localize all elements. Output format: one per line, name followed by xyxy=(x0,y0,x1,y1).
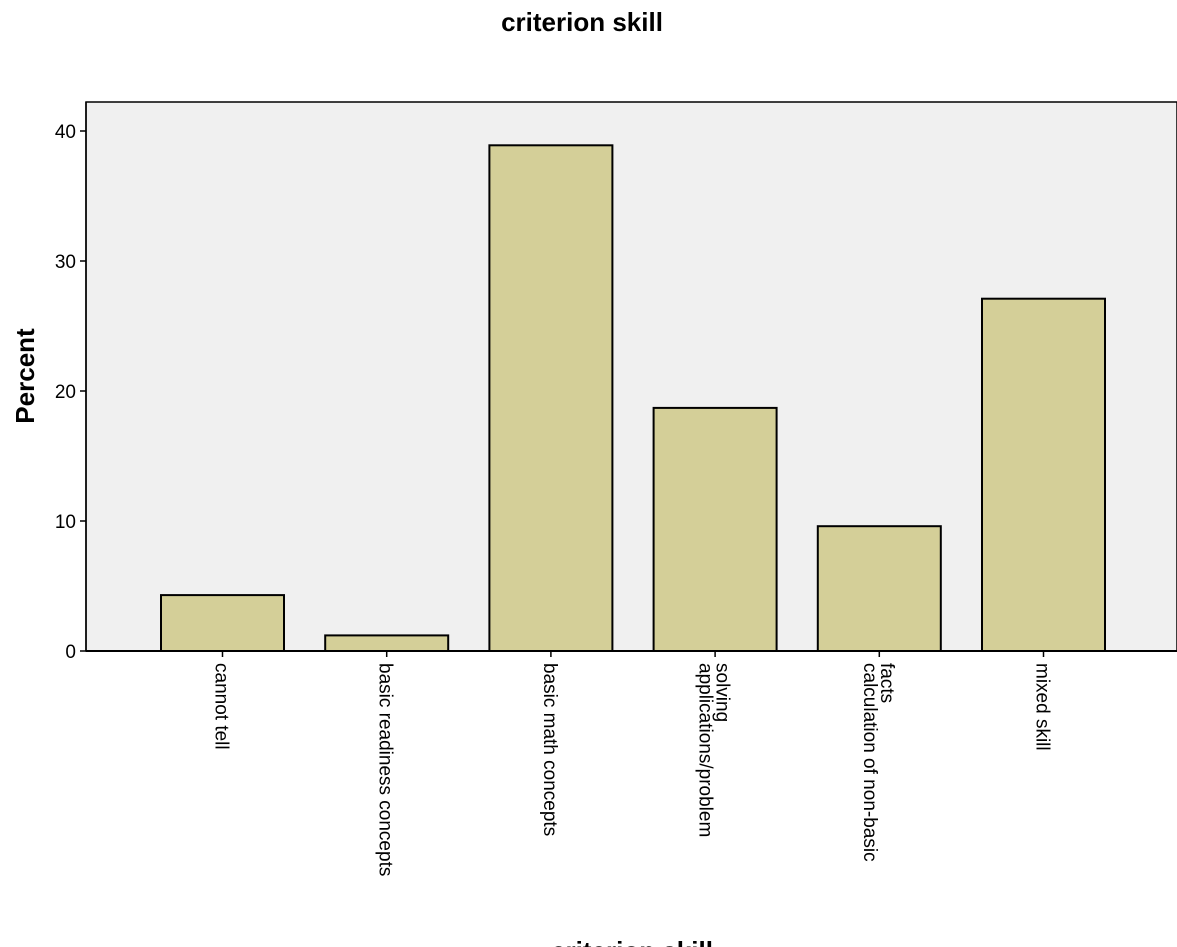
bar xyxy=(324,634,450,653)
x-tick-label-line: solving xyxy=(712,663,733,722)
x-tick-label: basic readiness concepts xyxy=(375,663,396,876)
x-tick-label-line: applications/problem xyxy=(695,663,716,837)
x-tick-label-line: basic math concepts xyxy=(539,663,560,836)
x-tick-label-line: cannot tell xyxy=(211,663,232,750)
x-tick-label-line: mixed skill xyxy=(1032,663,1053,751)
x-tick-label: applications/problemsolving xyxy=(695,663,733,837)
x-tick-label-line: facts xyxy=(876,663,897,703)
bar xyxy=(816,525,942,653)
y-axis-title: Percent xyxy=(10,328,40,424)
bar xyxy=(488,144,614,653)
x-tick-label-line: calculation of non-basic xyxy=(859,663,880,862)
bars xyxy=(160,144,1106,653)
x-tick-label: basic math concepts xyxy=(539,663,560,836)
y-tick-label: 30 xyxy=(55,252,76,273)
x-tick-label-line: basic readiness concepts xyxy=(375,663,396,876)
y-tick-label: 20 xyxy=(55,382,76,403)
bar xyxy=(981,297,1106,652)
y-axis: 0 10 20 30 40 xyxy=(55,102,87,663)
y-tick-label: 40 xyxy=(55,122,76,143)
x-tick-label: cannot tell xyxy=(211,663,232,750)
x-tick-label: mixed skill xyxy=(1032,663,1053,751)
x-tick-label: calculation of non-basicfacts xyxy=(859,663,897,862)
x-axis: cannot tell basic readiness concepts basic… xyxy=(86,650,1177,876)
y-tick-label: 0 xyxy=(65,642,76,663)
chart-title: criterion skill xyxy=(501,7,663,37)
bar xyxy=(652,406,778,652)
bar xyxy=(160,594,285,652)
y-tick-label: 10 xyxy=(55,512,76,533)
x-axis-title: criterion skill xyxy=(551,936,713,947)
